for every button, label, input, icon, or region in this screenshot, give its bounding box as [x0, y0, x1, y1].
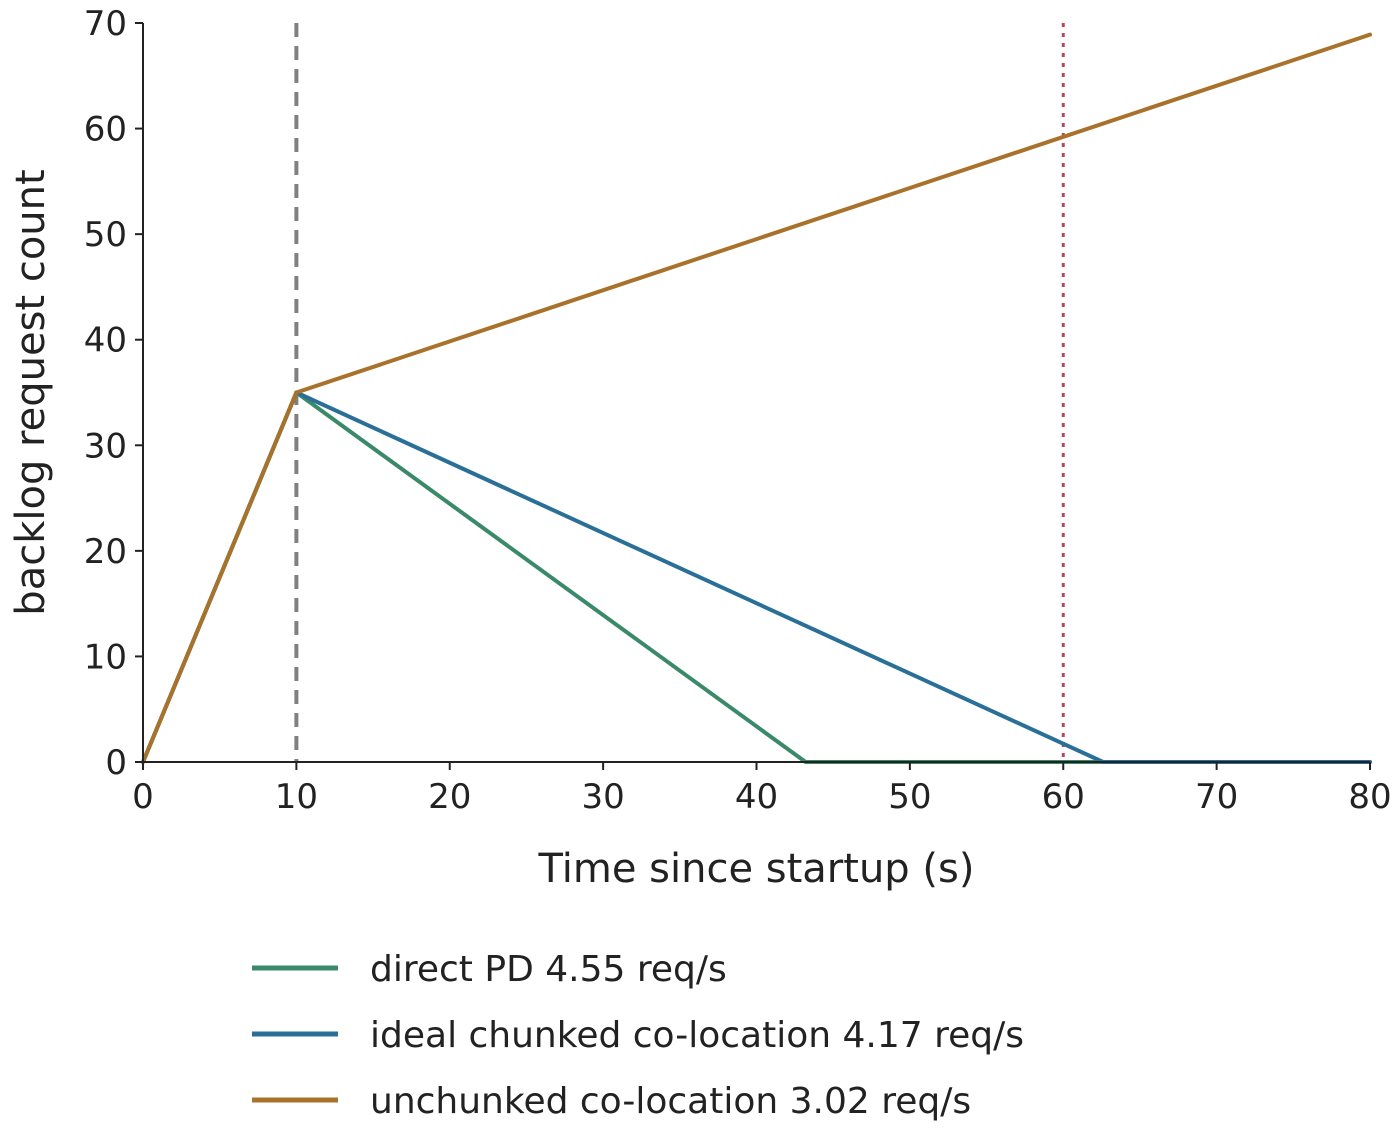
y-tick-label: 40	[84, 321, 127, 361]
y-tick-label: 50	[84, 215, 127, 255]
x-axis-title: Time since startup (s)	[538, 846, 975, 892]
x-axis-ticks: 0 10 20 30 40 50 60 70 80	[132, 762, 1392, 817]
y-tick-label: 70	[84, 4, 127, 44]
x-tick-label: 30	[581, 777, 624, 817]
x-tick-label: 0	[132, 777, 154, 817]
y-tick-label: 30	[84, 426, 127, 466]
y-tick-label: 10	[84, 637, 127, 677]
x-tick-label: 60	[1042, 777, 1085, 817]
series-line-1	[141, 390, 1372, 764]
x-tick-label: 20	[428, 777, 471, 817]
x-tick-label: 50	[888, 777, 931, 817]
x-tick-label: 10	[275, 777, 318, 817]
legend-label: ideal chunked co-location 4.17 req/s	[370, 1015, 1024, 1056]
x-tick-label: 80	[1348, 777, 1391, 817]
series-line-2	[141, 390, 1372, 764]
x-tick-label: 40	[735, 777, 778, 817]
y-axis-title: backlog request count	[8, 169, 54, 615]
y-tick-label: 0	[105, 743, 127, 783]
y-tick-label: 60	[84, 110, 127, 150]
y-axis-ticks: 0 10 20 30 40 50 60 70	[84, 4, 143, 783]
legend-label: unchunked co-location 3.02 req/s	[370, 1081, 971, 1122]
legend-label: direct PD 4.55 req/s	[370, 949, 727, 990]
y-tick-label: 20	[84, 532, 127, 572]
series-line-3	[141, 32, 1372, 764]
plot-area	[141, 23, 1372, 764]
x-tick-label: 70	[1195, 777, 1238, 817]
legend: direct PD 4.55 req/s ideal chunked co-loc…	[252, 949, 1024, 1122]
